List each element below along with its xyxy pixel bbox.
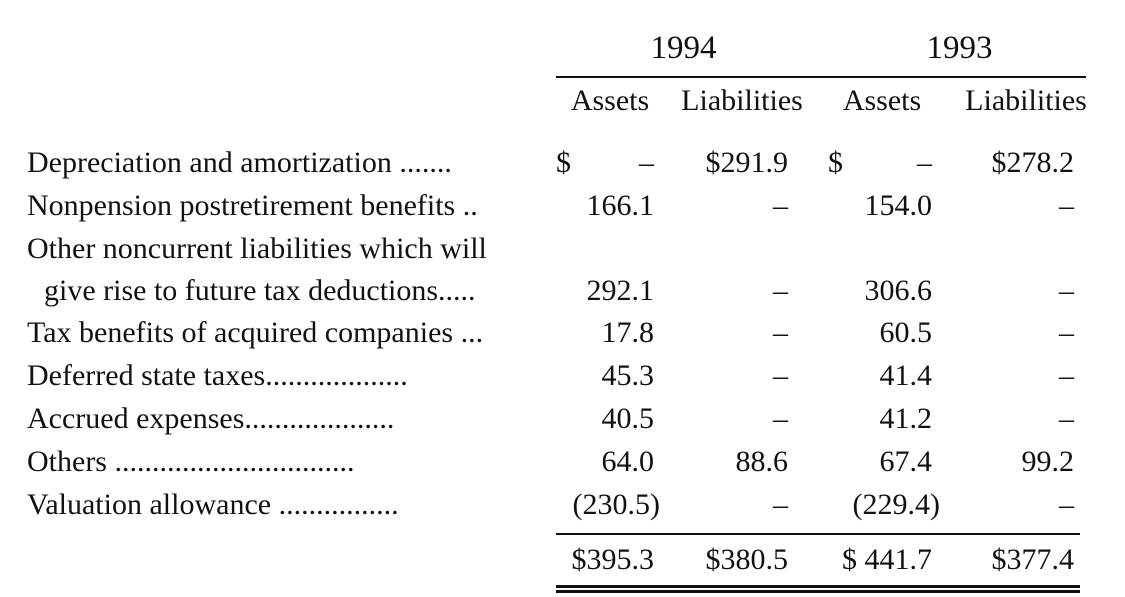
total-liabilities-1994: $380.5 — [705, 543, 789, 576]
cell-liabilities-1994: – — [773, 316, 788, 349]
row-label: Depreciation and amortization ....... — [27, 146, 452, 179]
cell-liabilities-1993: – — [1059, 359, 1074, 392]
row-label: Deferred state taxes................... — [27, 359, 408, 392]
cell-assets-1994: 166.1 — [586, 189, 655, 222]
cell-liabilities-1993: – — [1059, 402, 1074, 435]
column-header-liabilities-1994: Liabilities — [681, 84, 803, 117]
column-header-assets-1994: Assets — [570, 84, 650, 117]
row-label: Accrued expenses.................... — [27, 402, 395, 435]
cell-assets-1993: 306.6 — [864, 274, 933, 307]
double-underline-top — [556, 585, 1080, 588]
cell-assets-1994: 292.1 — [586, 274, 655, 307]
cell-liabilities-1993: – — [1059, 316, 1074, 349]
cell-assets-1993: – — [917, 146, 932, 179]
cell-assets-1994: 17.8 — [601, 316, 655, 349]
double-underline-bottom — [556, 590, 1080, 593]
cell-liabilities-1994: – — [773, 189, 788, 222]
row-label: Others ................................ — [27, 445, 355, 478]
cell-assets-1994: 45.3 — [601, 359, 655, 392]
cell-liabilities-1994: – — [773, 359, 788, 392]
column-header-assets-1993: Assets — [842, 84, 922, 117]
cell-liabilities-1993: 99.2 — [1021, 445, 1075, 478]
total-assets-1993: $ 441.7 — [842, 543, 932, 576]
cell-liabilities-1994: 88.6 — [735, 445, 789, 478]
year-header-1993: 1993 — [926, 30, 993, 66]
cell-assets-1993: (229.4) — [852, 488, 940, 521]
year-header-1994: 1994 — [650, 30, 717, 66]
cell-liabilities-1993: – — [1059, 488, 1074, 521]
column-header-liabilities-1993: Liabilities — [965, 84, 1087, 117]
header-rule — [556, 76, 1086, 78]
row-label: Nonpension postretirement benefits .. — [27, 189, 478, 222]
row-label: Valuation allowance ................ — [27, 488, 399, 521]
dollar-sign: $ — [556, 146, 571, 179]
cell-liabilities-1993: – — [1059, 189, 1074, 222]
cell-liabilities-1993: $278.2 — [991, 146, 1075, 179]
row-label: Other noncurrent liabilities which will — [27, 232, 487, 265]
cell-assets-1993: 41.4 — [879, 359, 933, 392]
cell-assets-1993: 60.5 — [879, 316, 933, 349]
row-label-continuation: give rise to future tax deductions..... — [44, 274, 476, 307]
row-label: Tax benefits of acquired companies ... — [27, 316, 484, 349]
cell-assets-1994: 64.0 — [601, 445, 655, 478]
total-rule — [556, 533, 1080, 535]
cell-assets-1993: 41.2 — [879, 402, 933, 435]
dollar-sign: $ — [828, 146, 843, 179]
cell-liabilities-1994: $291.9 — [705, 146, 789, 179]
cell-assets-1993: 67.4 — [879, 445, 933, 478]
cell-liabilities-1994: – — [773, 402, 788, 435]
cell-assets-1994: – — [639, 146, 654, 179]
cell-liabilities-1994: – — [773, 274, 788, 307]
total-liabilities-1993: $377.4 — [991, 543, 1075, 576]
total-assets-1994: $395.3 — [571, 543, 655, 576]
cell-liabilities-1993: – — [1059, 274, 1074, 307]
cell-assets-1994: (230.5) — [572, 488, 660, 521]
cell-assets-1993: 154.0 — [864, 189, 933, 222]
cell-liabilities-1994: – — [773, 488, 788, 521]
cell-assets-1994: 40.5 — [601, 402, 655, 435]
